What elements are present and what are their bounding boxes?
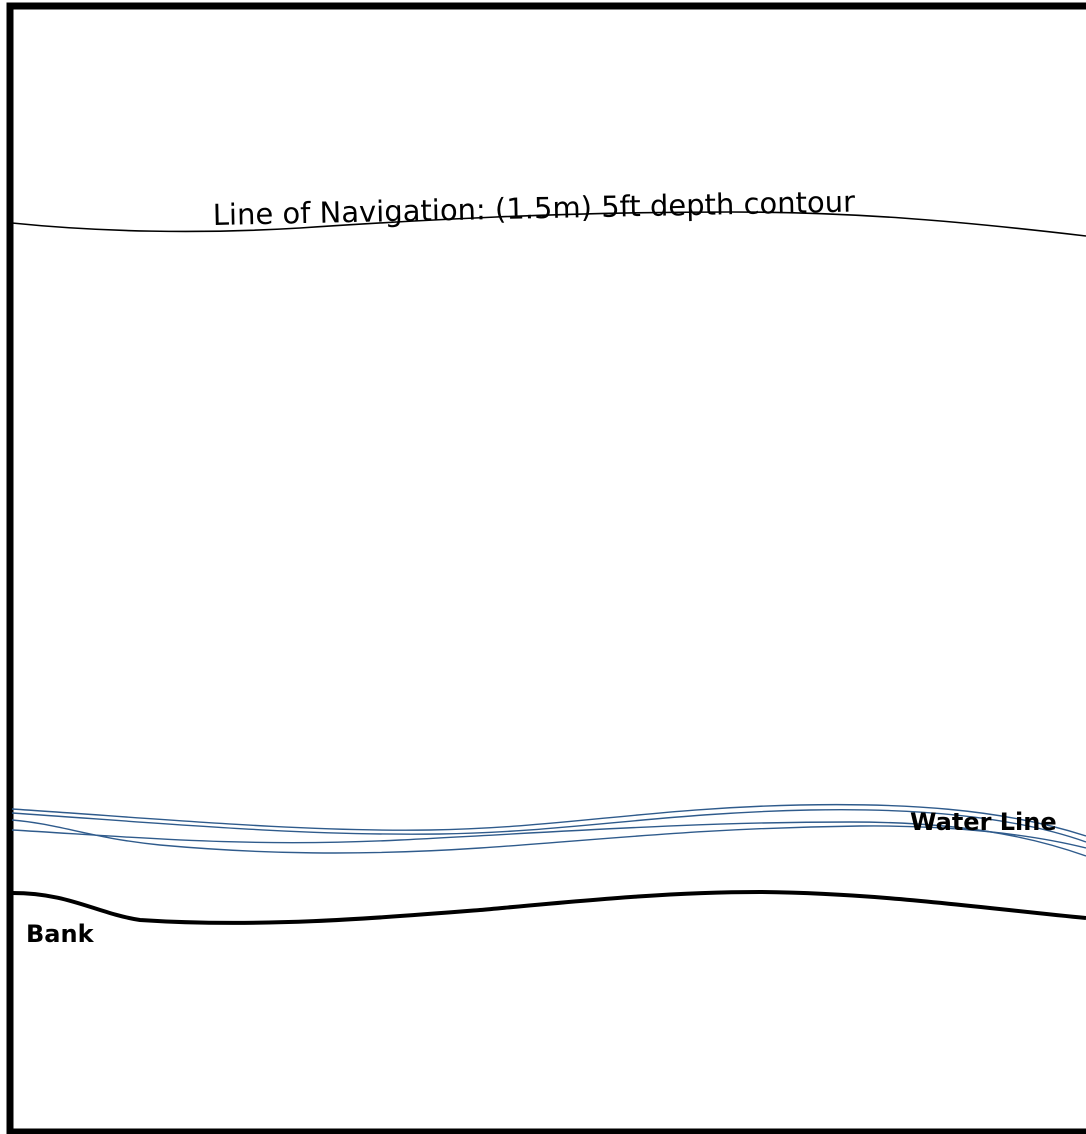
water-lines xyxy=(11,803,1086,857)
bank-line xyxy=(11,889,1086,925)
water-line-strand xyxy=(11,821,1086,857)
bank-label: Bank xyxy=(26,920,95,948)
water-line-strand xyxy=(11,808,1086,843)
water-line-strand xyxy=(11,803,1086,837)
navigation-line xyxy=(11,211,1086,237)
navigation-label: Line of Navigation: (1.5m) 5ft depth con… xyxy=(212,185,855,232)
diagram-frame xyxy=(6,2,1086,1134)
water-line-strand xyxy=(11,819,1086,854)
water-line-label: Water Line xyxy=(910,808,1057,836)
